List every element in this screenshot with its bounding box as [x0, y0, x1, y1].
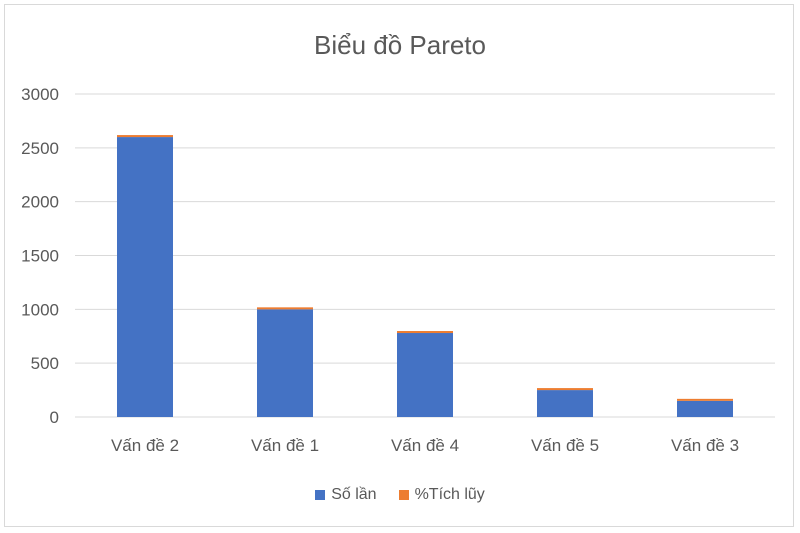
bar-tich-luy	[537, 388, 593, 391]
bar-so-lan	[397, 333, 453, 417]
bar-so-lan	[677, 400, 733, 417]
legend-label-so-lan: Số lần	[331, 486, 377, 503]
x-tick-label: Vấn đề 1	[251, 436, 319, 455]
chart-title: Biểu đồ Pareto	[313, 30, 486, 60]
bar-so-lan	[117, 137, 173, 418]
x-tick-label: Vấn đề 5	[531, 436, 599, 455]
bar-so-lan	[257, 309, 313, 417]
x-tick-label: Vấn đề 4	[391, 436, 459, 455]
bar-so-lan	[537, 390, 593, 417]
legend-label-tich-luy: %Tích lũy	[414, 486, 485, 503]
bar-tich-luy	[397, 331, 453, 334]
bar-tich-luy	[677, 398, 733, 401]
y-tick-label: 2500	[21, 139, 59, 158]
legend-item-tich-luy: %Tích lũy	[398, 486, 485, 504]
x-tick-label: Vấn đề 2	[111, 436, 179, 455]
bar-tich-luy	[117, 135, 173, 138]
y-tick-label: 1000	[21, 300, 59, 319]
y-tick-label: 1500	[21, 247, 59, 266]
legend-item-so-lan: Số lần	[315, 486, 377, 504]
y-tick-label: 2000	[21, 193, 59, 212]
legend-swatch-tich-luy	[398, 490, 409, 500]
y-tick-label: 500	[31, 354, 59, 373]
x-tick-label: Vấn đề 3	[671, 436, 739, 455]
y-tick-label: 0	[50, 408, 59, 427]
chart-legend: Số lần %Tích lũy	[0, 486, 800, 504]
legend-swatch-so-lan	[315, 490, 326, 500]
bar-tich-luy	[257, 307, 313, 310]
y-tick-label: 3000	[21, 85, 59, 104]
